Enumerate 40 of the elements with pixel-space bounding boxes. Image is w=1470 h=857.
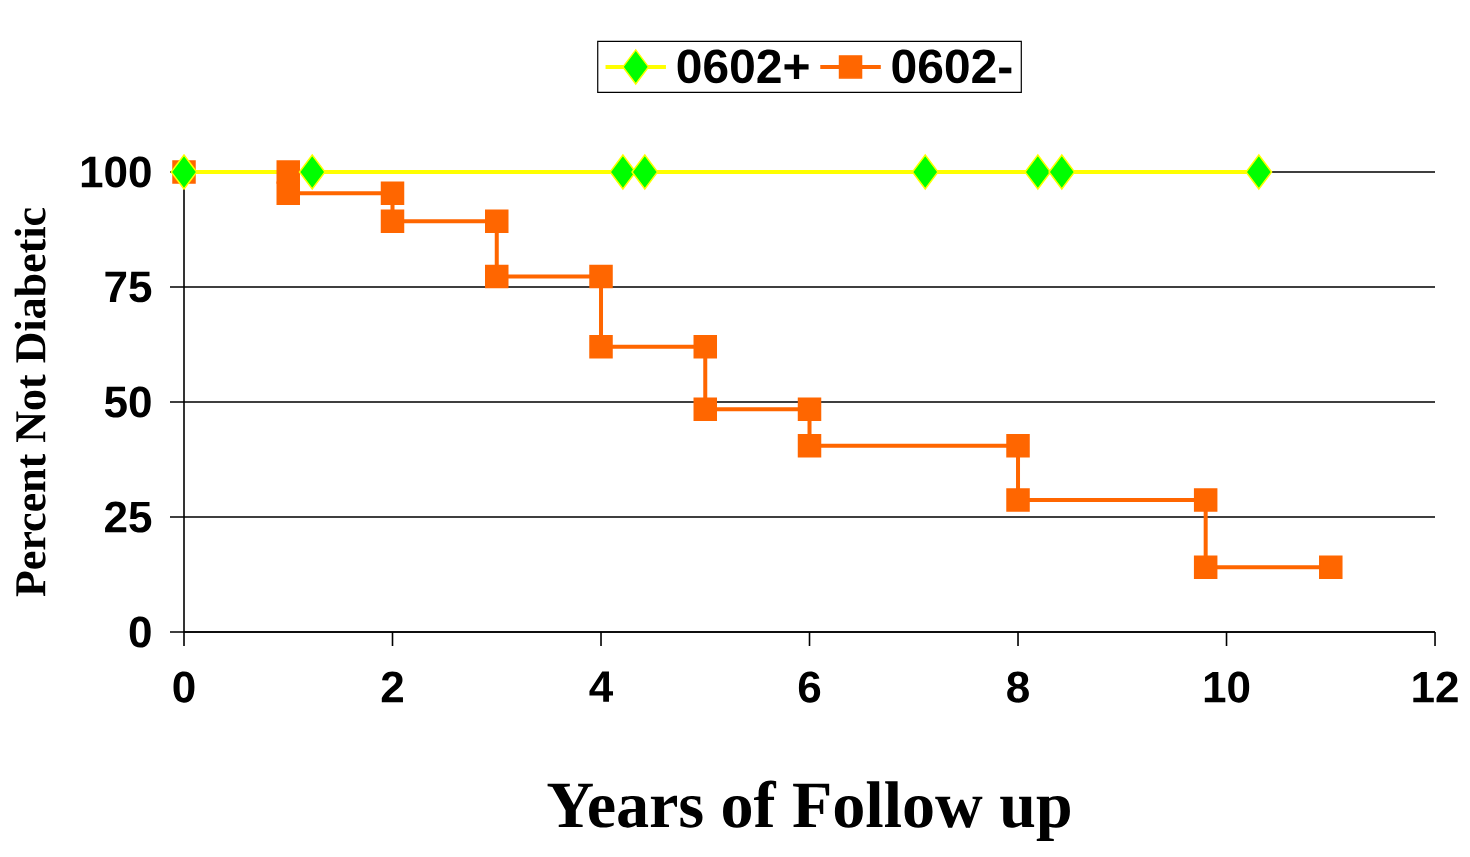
point: [609, 154, 637, 190]
x-tick-label: 8: [1007, 671, 1029, 703]
point: [797, 397, 822, 422]
point: [170, 154, 198, 190]
point: [380, 181, 405, 205]
y-tick-label: 75: [105, 271, 152, 303]
x-tick-label: 12: [1413, 671, 1458, 703]
point: [485, 209, 509, 233]
point: [797, 433, 822, 458]
y-axis-title: Percent Not Diabetic: [14, 208, 46, 597]
point: [693, 335, 718, 359]
y-tick-label: 25: [105, 501, 152, 533]
point: [298, 154, 326, 190]
point: [1193, 488, 1218, 512]
point: [1245, 154, 1273, 190]
x-tick-label: 2: [381, 671, 403, 703]
x-tick-label: 6: [798, 671, 821, 703]
legend-label: 0602-: [892, 49, 1012, 84]
point: [911, 154, 939, 190]
point: [1048, 154, 1076, 190]
y-tick-label: 0: [129, 616, 151, 648]
x-tick-label: 10: [1204, 671, 1250, 703]
point: [693, 397, 718, 422]
point: [1006, 488, 1030, 512]
point: [1006, 433, 1030, 458]
y-tick-label: 100: [81, 156, 151, 188]
point: [380, 209, 405, 233]
point: [276, 181, 300, 205]
x-tick-label: 0: [173, 671, 195, 703]
point: [1024, 154, 1052, 190]
y-tick-label: 50: [104, 386, 151, 418]
point: [631, 154, 659, 190]
point: [1319, 555, 1343, 579]
point: [589, 264, 613, 289]
point: [485, 264, 509, 289]
point: [1193, 555, 1218, 579]
x-axis-title: Years of Follow up: [547, 780, 1070, 842]
legend-label: 0602+: [677, 49, 809, 84]
point: [589, 335, 613, 359]
x-tick-label: 4: [589, 671, 614, 702]
